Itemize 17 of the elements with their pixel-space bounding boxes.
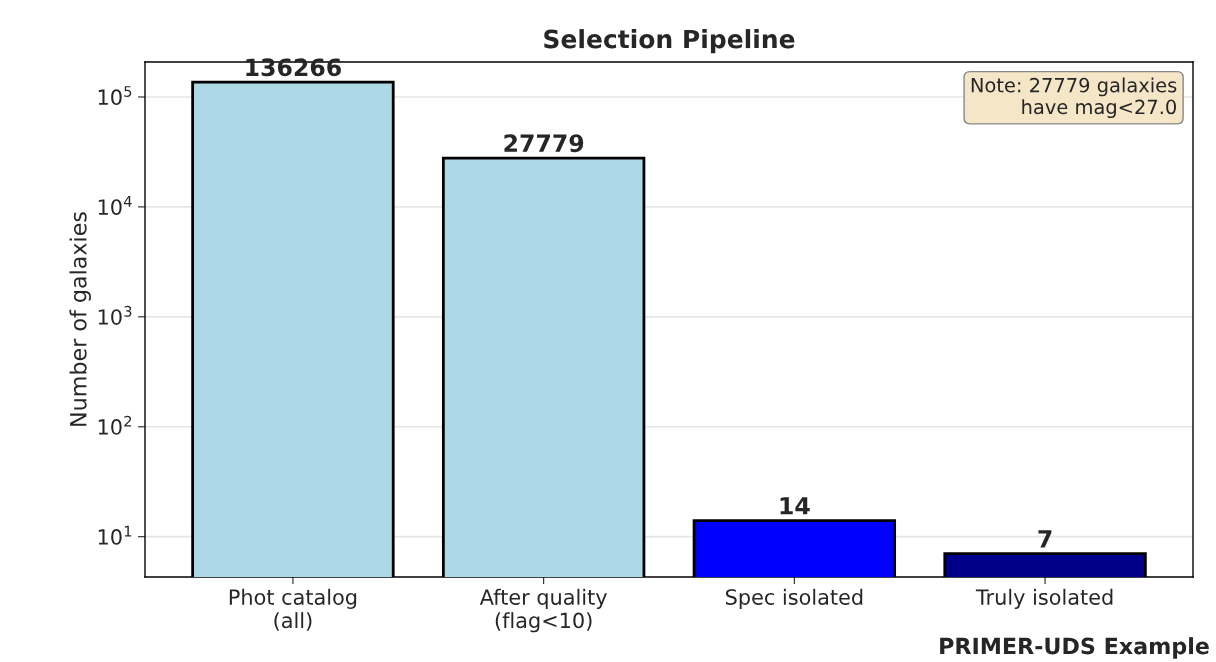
x-tick-label: After quality (flag<10) xyxy=(479,588,607,633)
text: PRIMER-UDS Example xyxy=(940,637,1209,659)
annotation: Note: 27779 galaxies have mag<27.0 xyxy=(971,77,1177,119)
data-label: 136266 xyxy=(246,58,341,77)
y-tick-label: 10$^{3}$ xyxy=(98,305,132,325)
x-tick-label: Truly isolated xyxy=(975,588,1113,609)
chart-title: Selection Pipeline xyxy=(544,29,795,54)
data-label: 27779 xyxy=(504,134,584,153)
x-tick-label: Phot catalog (all) xyxy=(229,588,357,631)
y-tick-label: 10$^{1}$ xyxy=(98,525,132,545)
y-tick-label: 10$^{5}$ xyxy=(98,86,132,106)
y-tick-label: 10$^{4}$ xyxy=(98,196,132,215)
data-label: 14 xyxy=(780,497,810,515)
y-axis-title: Number of galaxies xyxy=(69,212,91,426)
y-tick-label: 10$^{2}$ xyxy=(98,415,132,435)
x-tick-label: Spec isolated xyxy=(725,588,863,609)
data-label: 7 xyxy=(1038,530,1052,548)
